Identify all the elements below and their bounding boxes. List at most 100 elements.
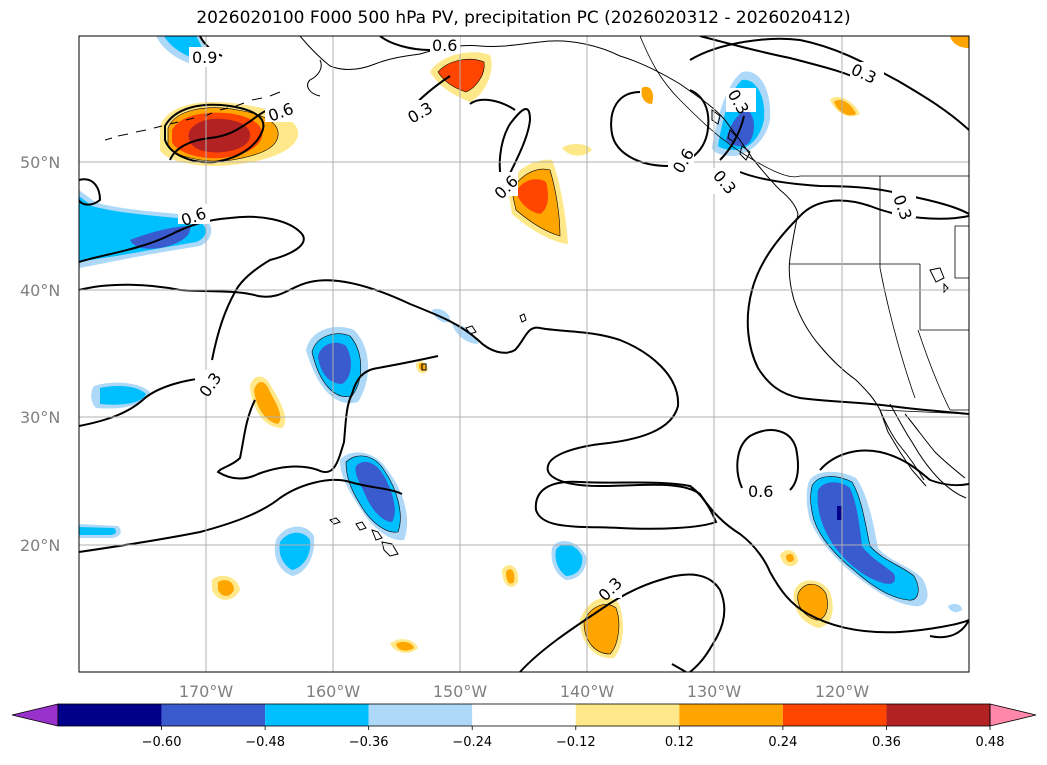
pv-contour-0.9 — [79, 178, 102, 206]
alaska-coast — [299, 36, 726, 121]
pv-contour-0.3 — [79, 377, 206, 427]
colorbar-outline — [57, 703, 991, 727]
longitude-labels: 170°W 160°W 150°W 140°W 130°W 120°W — [179, 682, 870, 701]
pv-contour-0.3-south — [79, 478, 403, 553]
precip-negative-blob — [279, 532, 311, 570]
precip-negative-blob — [817, 482, 896, 584]
precip-positive-blob — [797, 584, 828, 620]
map-title: 2026020100 F000 500 hPa PV, precipitatio… — [196, 8, 851, 28]
us-west-coast — [788, 213, 925, 481]
precip-outline — [311, 333, 362, 397]
colorbar-tick-label: 0.36 — [872, 735, 901, 750]
colorbar-tick-label: 0.48 — [976, 735, 1005, 750]
pv-contour-0.6-top — [379, 36, 431, 51]
pv-contour-0.3-bc — [719, 115, 745, 161]
precip-positive-blob — [950, 36, 969, 48]
precip-negative-blob — [79, 196, 206, 262]
small-island — [519, 313, 527, 323]
state-border — [917, 329, 969, 411]
contour-label: 0.9 — [192, 48, 217, 67]
contour-label-bg — [265, 102, 295, 122]
state-border — [790, 176, 969, 399]
pv-contours — [79, 36, 969, 672]
lon-label-140w: 140°W — [560, 682, 615, 701]
precip-positive-blob — [584, 604, 619, 654]
contour-label: 0.6 — [432, 36, 457, 55]
pv-contour-0.3 — [79, 279, 969, 634]
hawaii-islands — [329, 517, 399, 557]
aleutian-islands — [104, 91, 281, 141]
contour-label-bg — [189, 47, 219, 67]
precip-outline — [797, 583, 828, 621]
map-content: 0.9 0.6 0.6 0.3 0.6 0.3 0.6 0.3 0.3 0.6 … — [79, 36, 969, 672]
precip-positive-blob — [218, 580, 234, 596]
precip-negative-blob — [452, 323, 478, 344]
precip-negative-blob — [837, 506, 842, 520]
contour-label-bg — [668, 148, 694, 176]
contour-label: 0.6 — [748, 482, 773, 501]
colorbar-tick-label: −0.36 — [349, 735, 389, 750]
pv-contour-0.3-enclosed — [534, 480, 718, 530]
lon-label-130w: 130°W — [687, 682, 742, 701]
latitude-labels: 50°N 40°N 30°N 20°N — [20, 153, 60, 555]
pv-contour-0.6-mid — [498, 108, 532, 189]
precip-positive-blob — [786, 553, 794, 563]
contour-label-bg — [404, 100, 436, 120]
gulf-of-california — [904, 413, 966, 479]
contour-label-bg — [850, 62, 884, 84]
colorbar-bin — [886, 704, 990, 726]
colorbar-bin — [161, 704, 266, 726]
precip-positive-blob — [396, 641, 414, 651]
colorbar-tick-label: 0.24 — [768, 735, 797, 750]
lon-label-170w: 170°W — [179, 682, 234, 701]
contour-label-bg — [195, 370, 223, 394]
pv-contour-0.3-goa — [699, 36, 861, 81]
pv-contour-0.3-goa — [689, 37, 969, 131]
contour-label-bg — [594, 572, 622, 598]
precip-outline — [345, 455, 401, 533]
colorbar-over-extension — [989, 703, 1037, 727]
precip-positive-blob — [641, 86, 654, 104]
contour-labels: 0.9 0.6 0.6 0.3 0.6 0.3 0.6 0.3 0.3 0.6 … — [178, 36, 916, 605]
precip-negative-blob — [318, 342, 351, 384]
pv-contour-0.3-coast — [739, 171, 969, 215]
pv-contour-0.3-coast2 — [746, 199, 969, 415]
lat-label-30n: 30°N — [20, 408, 60, 427]
contour-label-bg — [892, 190, 916, 218]
pv-contour-0.3-se — [929, 619, 969, 639]
precip-outline — [167, 107, 279, 162]
precip-negative-blob — [555, 544, 583, 576]
lat-label-20n: 20°N — [20, 536, 60, 555]
colorbar-bin — [368, 704, 473, 726]
small-island — [421, 363, 427, 371]
colorbar-bin — [472, 704, 576, 726]
colorbar-tick-label: 0.12 — [665, 735, 694, 750]
precip-positive-blob — [516, 179, 548, 214]
bc-coast — [724, 119, 799, 215]
contour-label-bg — [746, 480, 780, 500]
precip-negative-blob — [948, 603, 962, 613]
baja-coast — [889, 403, 967, 499]
colorbar-tick-label: −0.12 — [556, 735, 596, 750]
baja-coast — [879, 409, 927, 487]
lon-label-150w: 150°W — [433, 682, 488, 701]
pv-contour-0.6-se — [736, 429, 799, 491]
colorbar: −0.60 −0.48 −0.36 −0.24 −0.12 0.12 0.24 0.36 0.4… — [11, 703, 1037, 750]
precip-negative-blob — [79, 527, 116, 535]
precip-positive-blob — [254, 381, 281, 424]
contour-label-bg — [712, 168, 740, 194]
colorbar-bin — [575, 704, 680, 726]
colorbar-tick-label: −0.60 — [142, 735, 182, 750]
contour-label-bg — [726, 88, 756, 112]
lon-label-120w: 120°W — [815, 682, 870, 701]
colorbar-bin — [58, 704, 162, 726]
colorbar-tick-label: −0.48 — [245, 735, 285, 750]
colorbar-bin — [782, 704, 887, 726]
precip-outline — [511, 168, 561, 237]
coastlines — [104, 36, 967, 557]
lon-label-160w: 160°W — [306, 682, 361, 701]
colorbar-bin — [679, 704, 783, 726]
precip-positive-blob — [562, 144, 592, 156]
precip-outline — [583, 604, 620, 655]
